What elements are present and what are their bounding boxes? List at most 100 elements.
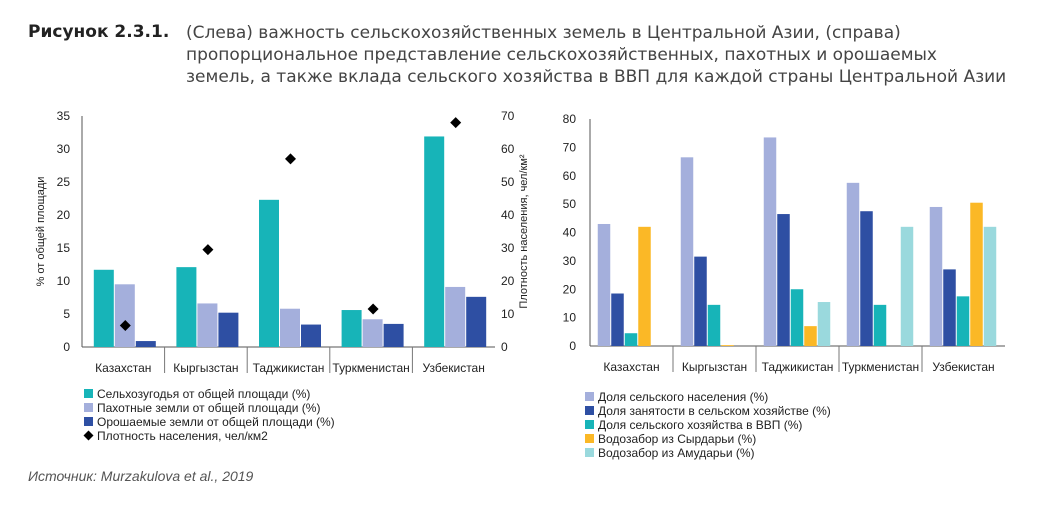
legend-label: Плотность населения, чел/км2 <box>97 429 268 443</box>
legend-swatch <box>585 434 594 443</box>
bar <box>445 286 466 347</box>
bar <box>790 289 804 346</box>
bar <box>763 137 777 346</box>
y2-tick-label: 50 <box>501 175 515 189</box>
bar <box>218 312 239 347</box>
y-tick-label: 0 <box>63 340 70 354</box>
x-tick-label: Таджикистан <box>253 361 325 375</box>
bar <box>259 199 279 347</box>
bar <box>804 326 817 346</box>
bar <box>383 323 404 347</box>
caption-line: пропорциональное представление сельскохо… <box>186 45 937 65</box>
x-tick-label: Таджикистан <box>762 360 834 374</box>
y-tick-label: 80 <box>563 112 577 126</box>
y2-tick-label: 40 <box>501 208 515 222</box>
legend-label: Водозабор из Амударьи (%) <box>598 446 755 460</box>
y-tick-label: 40 <box>563 226 577 240</box>
bar <box>943 269 956 346</box>
bar <box>694 256 707 346</box>
y-tick-label: 35 <box>57 109 71 123</box>
y-tick-label: 70 <box>563 140 577 154</box>
figure-label: Рисунок 2.3.1. <box>28 22 170 42</box>
caption-line: земель, а также вклада сельского хозяйст… <box>186 67 1007 87</box>
legend-swatch <box>585 392 594 401</box>
x-tick-label: Казахстан <box>95 361 151 375</box>
legend-label: Сельхозугодья от общей площади (%) <box>97 387 310 401</box>
bar <box>707 304 721 346</box>
y-tick-label: 60 <box>563 169 577 183</box>
y-tick-label: 30 <box>57 142 71 156</box>
density-marker <box>367 303 379 315</box>
density-marker <box>119 320 131 332</box>
x-tick-label: Узбекистан <box>932 360 994 374</box>
legend-label: Доля сельского хозяйства в ВВП (%) <box>598 418 802 432</box>
y-tick-label: 5 <box>63 307 70 321</box>
y2-tick-label: 10 <box>501 307 515 321</box>
bar <box>929 206 943 346</box>
bar <box>93 269 114 347</box>
legend-swatch <box>585 406 594 415</box>
bar <box>466 296 487 347</box>
legend-diamond <box>83 430 94 441</box>
bar <box>846 182 860 346</box>
source-note: Источник: Murzakulova et al., 2019 <box>28 468 254 484</box>
y-tick-label: 0 <box>569 339 576 353</box>
caption-line: (Слева) важность сельскохозяйственных зе… <box>186 23 901 43</box>
y2-tick-label: 60 <box>501 142 515 156</box>
y2-tick-label: 0 <box>501 340 508 354</box>
legend-label: Орошаемые земли от общей площади (%) <box>97 415 335 429</box>
y-tick-label: 30 <box>563 254 577 268</box>
legend-swatch <box>585 420 594 429</box>
bar <box>341 310 362 347</box>
figure-caption: (Слева) важность сельскохозяйственных зе… <box>186 22 1026 88</box>
y2-tick-label: 20 <box>501 274 515 288</box>
legend-label: Водозабор из Сырдарьи (%) <box>598 432 756 446</box>
y-tick-label: 15 <box>57 241 71 255</box>
bar <box>301 324 321 347</box>
y2-tick-label: 30 <box>501 241 515 255</box>
x-tick-label: Узбекистан <box>423 361 485 375</box>
bar <box>956 296 970 346</box>
legend-swatch <box>84 417 93 426</box>
bar <box>873 304 887 346</box>
bar <box>638 226 651 346</box>
bar <box>197 303 218 347</box>
x-tick-label: Туркменистан <box>332 361 409 375</box>
y-tick-label: 25 <box>57 175 71 189</box>
legend-label: Доля сельского населения (%) <box>598 390 768 404</box>
bar <box>970 202 983 346</box>
bar <box>362 319 383 347</box>
bar <box>983 226 997 346</box>
density-marker <box>285 153 296 165</box>
x-tick-label: Туркменистан <box>842 360 919 374</box>
legend-label: Доля занятости в сельском хозяйстве (%) <box>598 404 831 418</box>
bar <box>860 211 873 346</box>
y-tick-label: 20 <box>57 208 71 222</box>
y-tick-label: 10 <box>57 274 71 288</box>
y-tick-label: 10 <box>563 311 577 325</box>
bar <box>624 333 638 346</box>
bar <box>424 136 445 347</box>
legend-swatch <box>585 448 594 457</box>
y2-axis-title: Плотность населения, чел/км² <box>518 154 530 308</box>
y2-tick-label: 70 <box>501 109 515 123</box>
bar <box>114 284 135 347</box>
bar <box>611 293 624 346</box>
legend-label: Пахотные земли от общей площади (%) <box>97 401 320 415</box>
bar <box>900 226 914 346</box>
density-marker <box>450 117 462 129</box>
legend-swatch <box>84 403 93 412</box>
bar <box>176 267 197 347</box>
y-axis-title: % от общей площади <box>35 177 47 287</box>
bar <box>680 157 694 346</box>
x-tick-label: Кыргызстан <box>173 361 238 375</box>
bar <box>135 341 156 347</box>
bar <box>597 223 611 346</box>
x-tick-label: Кыргызстан <box>682 360 747 374</box>
bar <box>817 302 831 346</box>
bar <box>721 345 734 346</box>
density-marker <box>202 244 214 256</box>
legend-swatch <box>84 389 93 398</box>
